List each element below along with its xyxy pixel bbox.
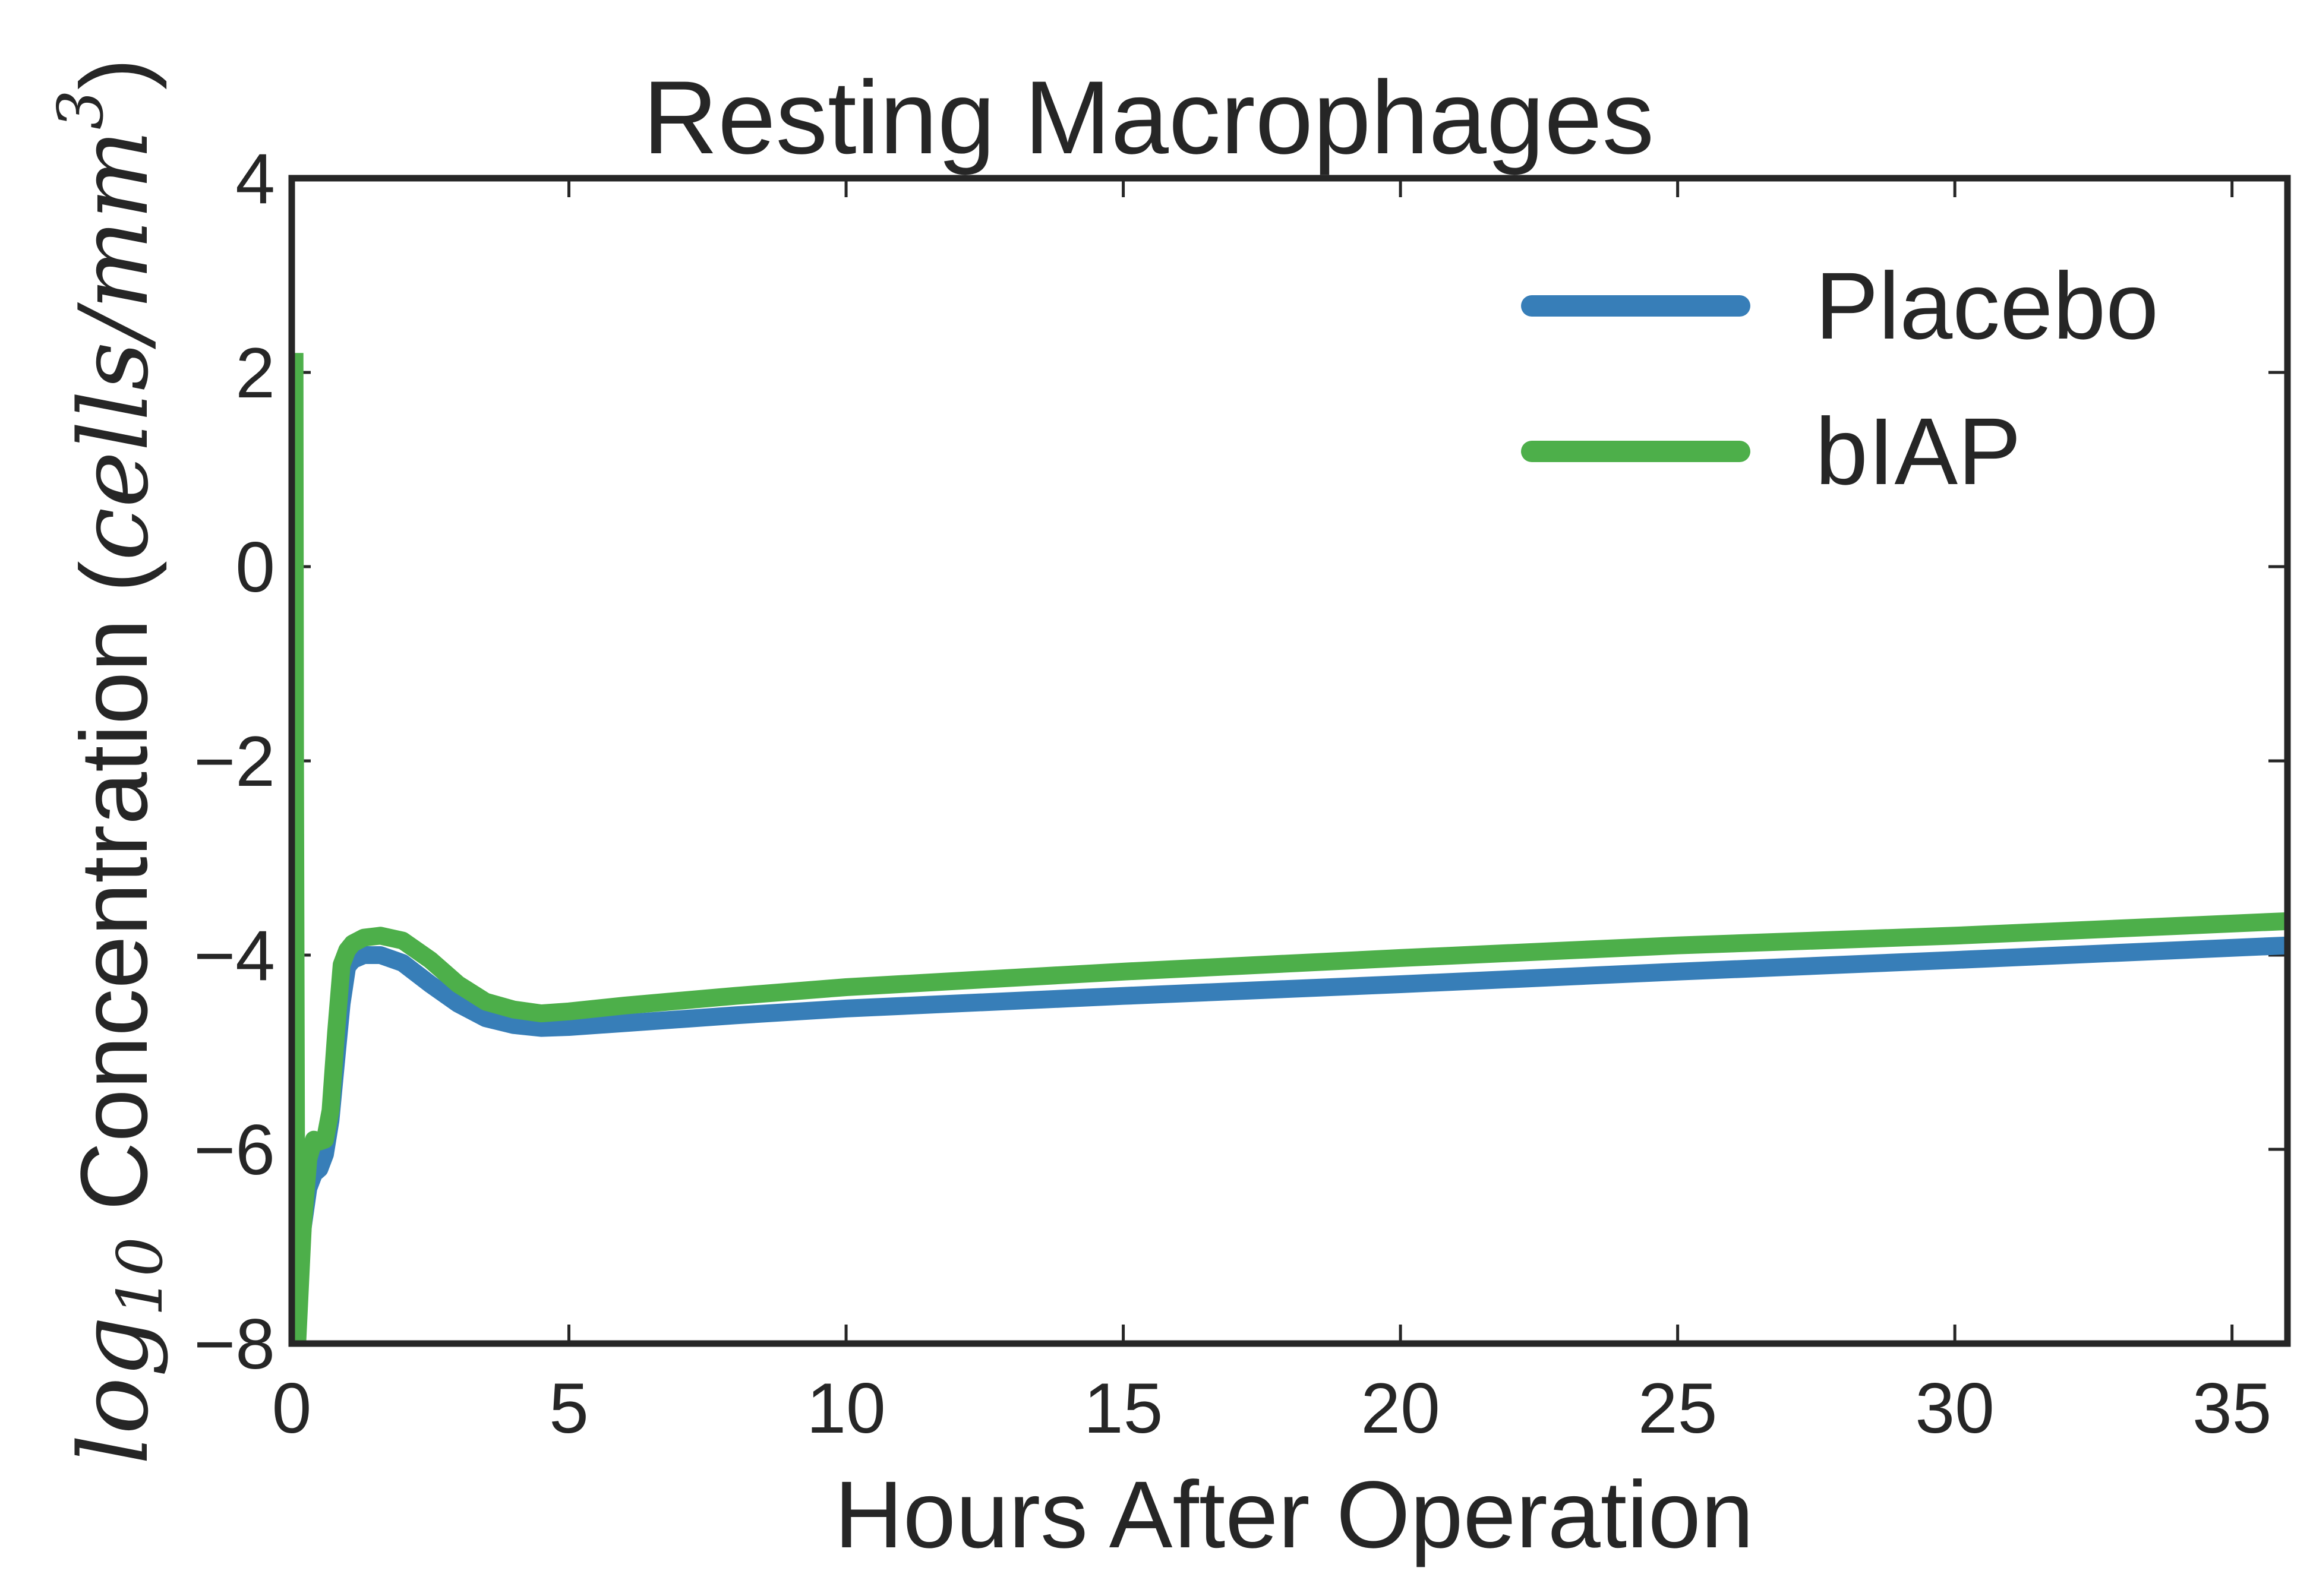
x-tick-label: 35 [2192, 1369, 2271, 1448]
y-axis-label-log: log [58, 1316, 169, 1465]
series-lines [292, 353, 2287, 1344]
y-tick-label: −4 [194, 916, 275, 995]
x-tick-label: 30 [1915, 1369, 1994, 1448]
y-axis-label: log10 Concentration (cells/mm3) [45, 58, 176, 1465]
svg-text:log10 Concentration (cells/mm3: log10 Concentration (cells/mm3) [45, 58, 176, 1465]
legend-label-biap: bIAP [1815, 398, 2021, 504]
y-axis-label-unit: cells/mm [58, 129, 169, 561]
y-axis-label-log-subscript: 10 [104, 1237, 176, 1317]
y-tick-label: 0 [235, 527, 275, 607]
x-tick-label: 15 [1084, 1369, 1163, 1448]
y-axis-label-close: ) [61, 58, 167, 90]
chart-title: Resting Macrophages [643, 60, 1654, 176]
legend: Placebo bIAP [1521, 252, 2159, 504]
x-tick-label: 10 [806, 1369, 885, 1448]
y-tick-label: −6 [194, 1110, 275, 1190]
y-tick-label: 2 [235, 333, 275, 413]
y-tick-label: 4 [235, 139, 275, 219]
x-tick-label: 0 [272, 1369, 312, 1448]
x-tick-label: 25 [1638, 1369, 1717, 1448]
series-line-biap [292, 353, 2287, 1344]
x-tick-label: 20 [1361, 1369, 1440, 1448]
y-tick-label: −2 [194, 722, 275, 801]
y-tick-label: −8 [194, 1304, 275, 1384]
x-axis-label: Hours After Operation [834, 1461, 1753, 1567]
plot-frame [288, 175, 2291, 1347]
y-axis-label-unit-superscript: 3 [45, 90, 117, 129]
x-tick-label: 5 [549, 1369, 589, 1448]
series-line-placebo [292, 936, 2287, 1344]
legend-label-placebo: Placebo [1815, 252, 2159, 359]
y-axis-label-text: Concentration ( [61, 561, 167, 1237]
